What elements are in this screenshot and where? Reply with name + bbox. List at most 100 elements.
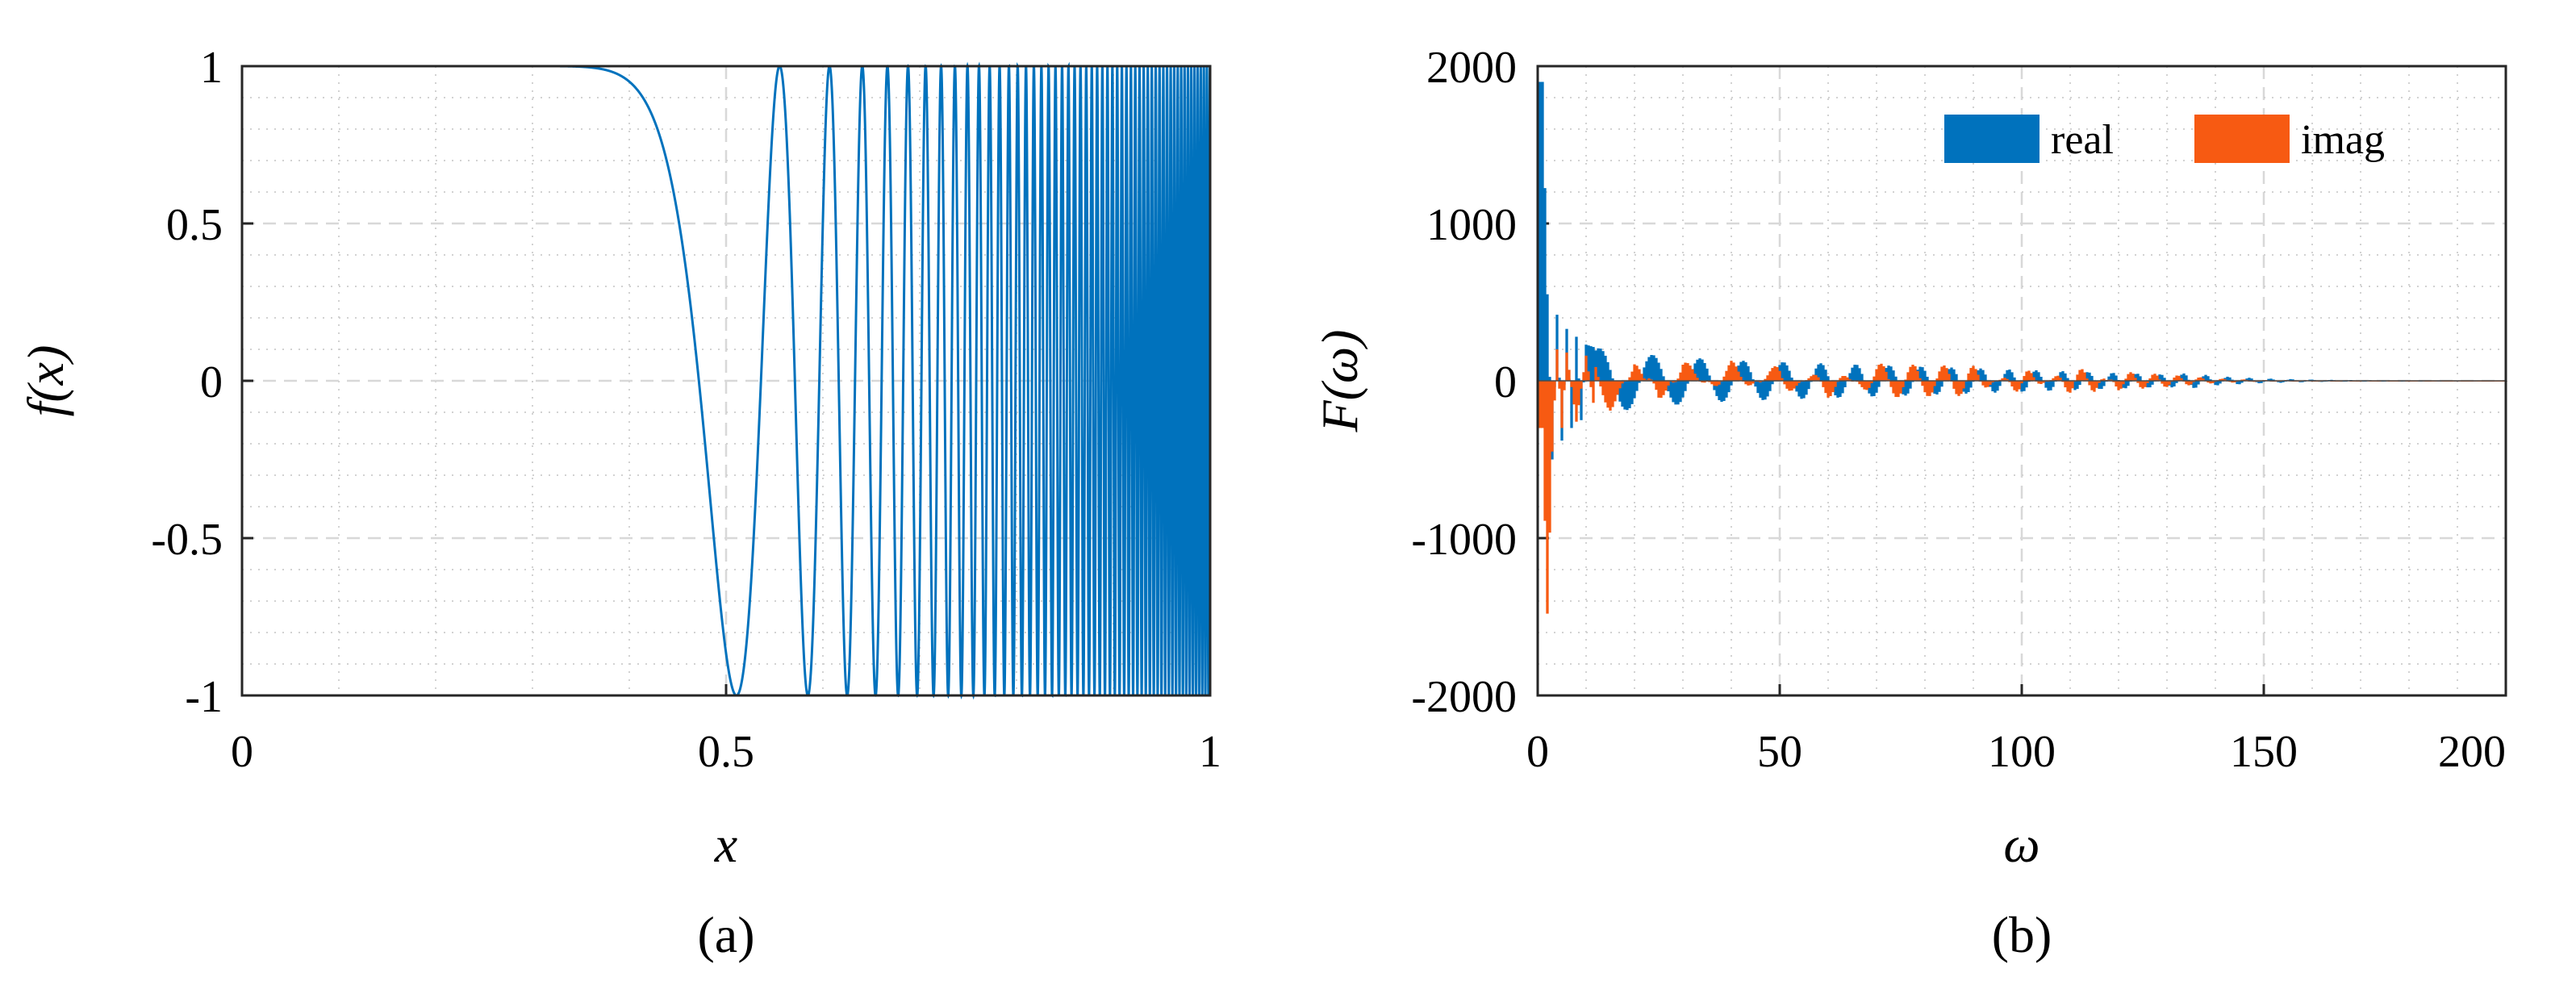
bar-real (2059, 372, 2062, 381)
panel-a-ytick: 1 (200, 43, 223, 93)
bar-real (2040, 377, 2043, 381)
bar-real (1657, 362, 1660, 381)
bar-imag (1584, 355, 1588, 381)
bar-real (1991, 381, 1994, 391)
bar-imag (1771, 368, 1774, 381)
bar-imag (2124, 378, 2127, 381)
bar-real (1589, 346, 1593, 381)
bar-real (2219, 381, 2222, 384)
bar-real (1875, 381, 1878, 393)
bar-imag (1575, 381, 1578, 422)
bar-real (1546, 294, 1549, 381)
bar-imag (1880, 363, 1883, 381)
bar-real (1582, 381, 1585, 382)
bar-real (1952, 369, 1956, 381)
bar-imag (2081, 369, 2084, 381)
bar-real (2052, 381, 2055, 387)
bar-imag (2098, 381, 2101, 383)
bar-real (1950, 367, 1953, 381)
bar-real (1797, 381, 1801, 397)
bar-imag (2173, 377, 2176, 381)
bar-imag (1824, 381, 1827, 394)
bar-imag (2190, 381, 2193, 385)
bar-imag (1640, 374, 1643, 381)
bar-real (2003, 374, 2006, 381)
bar-real (2161, 374, 2164, 381)
bar-real (1795, 381, 1798, 392)
bar-imag (1667, 381, 1670, 386)
panel-b-legend: real imag (1944, 115, 2385, 163)
bar-imag (1703, 381, 1706, 383)
bar-real (1708, 375, 1711, 381)
bar-imag (1781, 378, 1784, 381)
bar-real (1836, 381, 1839, 398)
bar-real (1994, 381, 1997, 393)
bar-imag (2221, 378, 2224, 381)
panel-b-ylabel: F(ω) (1311, 330, 1368, 433)
bar-imag (2052, 378, 2055, 381)
bar-real (1771, 381, 1774, 385)
bar-imag (2177, 375, 2181, 381)
bar-real (1599, 349, 1602, 381)
bar-imag (1587, 371, 1590, 381)
bar-real (2291, 379, 2294, 381)
bar-imag (2112, 381, 2115, 382)
bar-imag (2056, 375, 2060, 381)
bar-imag (2153, 374, 2156, 381)
bar-imag (2025, 371, 2028, 381)
bar-real (1722, 381, 1726, 401)
bar-imag (2168, 381, 2171, 385)
bar-imag (2141, 381, 2144, 389)
bar-real (1601, 351, 1605, 381)
bar-real (2175, 381, 2178, 383)
bar-real (1918, 366, 1922, 381)
bar-imag (1868, 381, 1871, 388)
bar-imag (1558, 381, 1561, 389)
bar-imag (1614, 381, 1617, 402)
bar-real (1623, 381, 1626, 410)
bar-imag (1926, 381, 1929, 396)
bar-imag (2076, 374, 2079, 381)
bar-real (1543, 188, 1547, 382)
panel-b: 2000 1000 0 -1000 -2000 0 50 100 150 200… (1311, 43, 2507, 963)
bar-imag (2078, 370, 2081, 381)
bar-imag (1945, 368, 1948, 381)
bar-real (1635, 381, 1639, 391)
bar-imag (2023, 376, 2026, 381)
bar-imag (1691, 369, 1694, 381)
bar-real (1555, 315, 1559, 381)
bar-imag (2163, 381, 2166, 387)
bar-real (1604, 355, 1607, 381)
bar-imag (2037, 381, 2040, 384)
bar-real (1853, 365, 1856, 381)
panel-a-ytick: 0.5 (166, 200, 223, 250)
bar-imag (2233, 381, 2236, 382)
legend-label-real: real (2051, 117, 2114, 163)
bar-real (2047, 381, 2050, 391)
bar-real (1785, 365, 1789, 381)
bar-real (1969, 381, 1973, 388)
bar-imag (1594, 366, 1597, 381)
bar-imag (1630, 371, 1634, 381)
bar-real (2025, 381, 2028, 388)
bar-imag (1773, 365, 1776, 381)
bar-imag (1650, 379, 1653, 381)
bar-real (1981, 370, 1985, 381)
bar-real (1824, 370, 1827, 381)
bar-imag (1785, 381, 1789, 389)
bar-imag (2165, 381, 2169, 387)
bar-real (1609, 370, 1612, 381)
bar-real (1766, 381, 1769, 397)
bar-real (1587, 345, 1590, 382)
bar-imag (1657, 381, 1660, 398)
bar-imag (1713, 381, 1716, 386)
bar-real (1633, 381, 1636, 399)
bar-real (1739, 361, 1743, 381)
bar-imag (1662, 381, 1665, 395)
bar-imag (1911, 365, 1914, 381)
bar-real (1541, 81, 1544, 381)
bar-imag (1766, 375, 1769, 381)
bar-imag (1875, 369, 1878, 381)
bar-real (1906, 381, 1910, 394)
